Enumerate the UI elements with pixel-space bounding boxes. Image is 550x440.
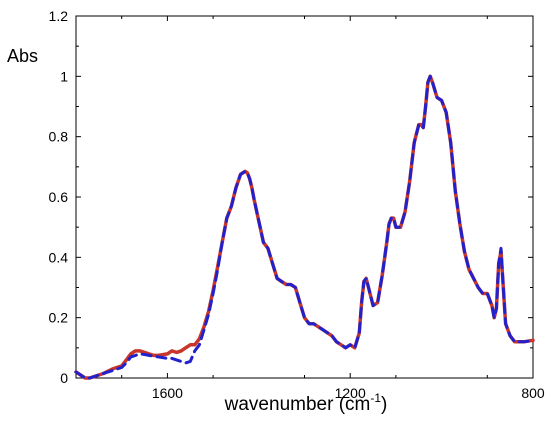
y-tick-label: 0.2 — [49, 310, 69, 326]
series-line-1 — [74, 74, 535, 380]
y-tick-label: 1.2 — [49, 8, 69, 24]
series-layer — [74, 74, 535, 380]
x-axis-title: wavenumber (cm-1) — [224, 391, 388, 415]
y-axis-title: Abs — [7, 46, 38, 66]
y-tick-label: 0 — [60, 370, 68, 386]
axis-ticks — [76, 15, 534, 379]
x-tick-label: 1600 — [152, 385, 183, 401]
x-tick-label: 800 — [521, 385, 545, 401]
y-tick-label: 0.8 — [49, 129, 69, 145]
plot-frame — [75, 15, 534, 379]
x-axis-title-main: wavenumber (cm — [224, 394, 371, 415]
y-tick-label: 1 — [60, 68, 68, 84]
x-axis-title-sup: -1 — [370, 391, 381, 405]
x-axis-title-end: ) — [381, 394, 387, 415]
x-tick-label: 1200 — [335, 385, 366, 401]
y-tick-label: 0.4 — [49, 249, 69, 265]
y-tick-label: 0.6 — [49, 189, 69, 205]
series-line-2 — [74, 74, 535, 380]
axis-tick-labels: 0 0.2 0.4 0.6 0.8 1 1.2 1600 1200 800 — [49, 8, 545, 401]
